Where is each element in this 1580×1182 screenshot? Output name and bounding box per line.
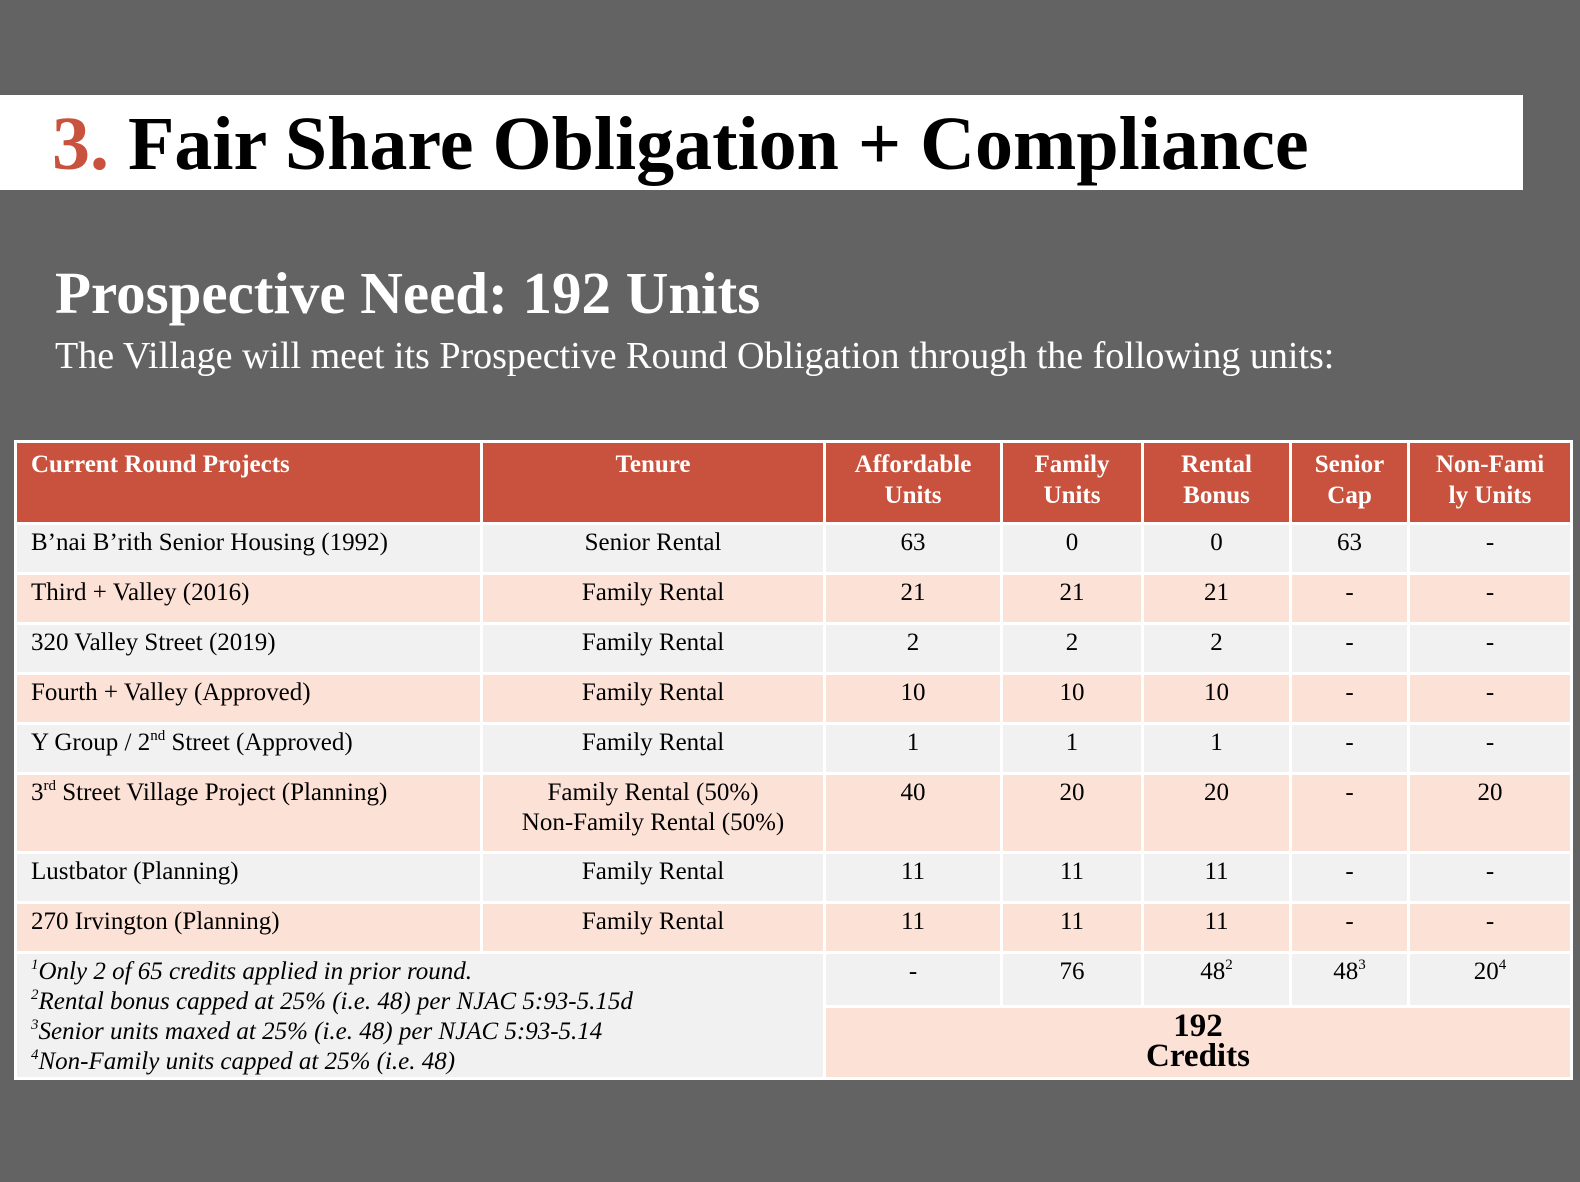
cell-family: 11 bbox=[1000, 901, 1144, 954]
cell-rental: 0 bbox=[1141, 522, 1292, 575]
total-family: 76 bbox=[1000, 950, 1144, 1009]
cell-nonfamily: - bbox=[1407, 851, 1573, 904]
footnotes: 1Only 2 of 65 credits applied in prior r… bbox=[14, 951, 826, 1080]
cell-tenure: Family Rental (50%) Non-Family Rental (50… bbox=[480, 772, 826, 854]
cell-senior: 63 bbox=[1289, 522, 1410, 575]
header-projects: Current Round Projects bbox=[14, 440, 483, 525]
cell-tenure: Family Rental bbox=[480, 622, 826, 675]
cell-family: 0 bbox=[1000, 522, 1144, 575]
footnote: 4Non-Family units capped at 25% (i.e. 48… bbox=[31, 1047, 456, 1076]
cell-rental: 11 bbox=[1141, 901, 1292, 954]
cell-tenure: Family Rental bbox=[480, 572, 826, 625]
cell-tenure: Family Rental bbox=[480, 901, 826, 954]
section-heading: Prospective Need: 192 Units bbox=[55, 260, 761, 326]
cell-senior: - bbox=[1289, 851, 1410, 904]
cell-rental: 2 bbox=[1141, 622, 1292, 675]
cell-project: Y Group / 2nd Street (Approved) bbox=[14, 722, 483, 775]
cell-affordable: 10 bbox=[823, 672, 1003, 725]
total-senior: 483 bbox=[1289, 950, 1410, 1009]
table-row: 3rd Street Village Project (Planning) Fa… bbox=[14, 772, 1573, 854]
cell-senior: - bbox=[1289, 622, 1410, 675]
cell-senior: - bbox=[1289, 722, 1410, 775]
cell-tenure: Family Rental bbox=[480, 672, 826, 725]
slide-title: 3. Fair Share Obligation + Compliance bbox=[52, 100, 1309, 188]
table-row: B’nai B’rith Senior Housing (1992) Senio… bbox=[14, 522, 1573, 575]
cell-nonfamily: - bbox=[1407, 722, 1573, 775]
cell-project: Fourth + Valley (Approved) bbox=[14, 672, 483, 725]
cell-rental: 10 bbox=[1141, 672, 1292, 725]
totals-row: 1Only 2 of 65 credits applied in prior r… bbox=[14, 950, 1573, 1080]
cell-affordable: 21 bbox=[823, 572, 1003, 625]
cell-senior: - bbox=[1289, 672, 1410, 725]
header-row: Current Round Projects Tenure Affordable… bbox=[14, 440, 1573, 525]
cell-nonfamily: 20 bbox=[1407, 772, 1573, 854]
total-affordable: - bbox=[823, 950, 1003, 1009]
cell-project: 270 Irvington (Planning) bbox=[14, 901, 483, 954]
cell-family: 11 bbox=[1000, 851, 1144, 904]
cell-affordable: 1 bbox=[823, 722, 1003, 775]
footnote: 3Senior units maxed at 25% (i.e. 48) per… bbox=[31, 1017, 603, 1046]
table-row: Fourth + Valley (Approved) Family Rental… bbox=[14, 672, 1573, 725]
cell-nonfamily: - bbox=[1407, 622, 1573, 675]
cell-nonfamily: - bbox=[1407, 672, 1573, 725]
table-row: 270 Irvington (Planning) Family Rental 1… bbox=[14, 901, 1573, 954]
cell-project: Lustbator (Planning) bbox=[14, 851, 483, 904]
cell-senior: - bbox=[1289, 772, 1410, 854]
cell-family: 1 bbox=[1000, 722, 1144, 775]
cell-project: Third + Valley (2016) bbox=[14, 572, 483, 625]
header-rental: Rental Bonus bbox=[1141, 440, 1292, 525]
credits-row: 192 Credits bbox=[16, 1005, 1573, 1080]
credits-total: 192 Credits bbox=[823, 1005, 1573, 1080]
cell-nonfamily: - bbox=[1407, 901, 1573, 954]
cell-tenure: Family Rental bbox=[480, 851, 826, 904]
table-row: Lustbator (Planning) Family Rental 11 11… bbox=[14, 851, 1573, 904]
cell-project: B’nai B’rith Senior Housing (1992) bbox=[14, 522, 483, 575]
obligation-table: Current Round Projects Tenure Affordable… bbox=[14, 440, 1573, 1080]
total-rental: 482 bbox=[1141, 950, 1292, 1009]
cell-nonfamily: - bbox=[1407, 572, 1573, 625]
title-text: Fair Share Obligation + Compliance bbox=[128, 102, 1309, 186]
title-bar bbox=[0, 95, 1523, 190]
footnote: 1Only 2 of 65 credits applied in prior r… bbox=[31, 957, 473, 986]
cell-affordable: 11 bbox=[823, 851, 1003, 904]
cell-family: 10 bbox=[1000, 672, 1144, 725]
total-nonfamily: 204 bbox=[1407, 950, 1573, 1009]
cell-affordable: 40 bbox=[823, 772, 1003, 854]
cell-rental: 20 bbox=[1141, 772, 1292, 854]
cell-project: 3rd Street Village Project (Planning) bbox=[14, 772, 483, 854]
footnote: 2Rental bonus capped at 25% (i.e. 48) pe… bbox=[31, 987, 633, 1016]
header-affordable: Affordable Units bbox=[823, 440, 1003, 525]
section-subheading: The Village will meet its Prospective Ro… bbox=[55, 335, 1335, 377]
header-senior: Senior Cap bbox=[1289, 440, 1410, 525]
credits-value: 192 bbox=[1173, 1008, 1223, 1045]
cell-nonfamily: - bbox=[1407, 522, 1573, 575]
cell-family: 21 bbox=[1000, 572, 1144, 625]
cell-affordable: 63 bbox=[823, 522, 1003, 575]
cell-senior: - bbox=[1289, 572, 1410, 625]
title-number: 3. bbox=[52, 102, 109, 186]
table-row: Y Group / 2nd Street (Approved) Family R… bbox=[14, 722, 1573, 775]
cell-rental: 1 bbox=[1141, 722, 1292, 775]
cell-rental: 11 bbox=[1141, 851, 1292, 904]
cell-senior: - bbox=[1289, 901, 1410, 954]
table-row: Third + Valley (2016) Family Rental 21 2… bbox=[14, 572, 1573, 625]
cell-affordable: 2 bbox=[823, 622, 1003, 675]
cell-family: 2 bbox=[1000, 622, 1144, 675]
header-family: Family Units bbox=[1000, 440, 1144, 525]
table-row: 320 Valley Street (2019) Family Rental 2… bbox=[14, 622, 1573, 675]
cell-tenure: Family Rental bbox=[480, 722, 826, 775]
cell-project: 320 Valley Street (2019) bbox=[14, 622, 483, 675]
cell-family: 20 bbox=[1000, 772, 1144, 854]
header-nonfamily: Non-Fami ly Units bbox=[1407, 440, 1573, 525]
cell-tenure: Senior Rental bbox=[480, 522, 826, 575]
cell-affordable: 11 bbox=[823, 901, 1003, 954]
header-tenure: Tenure bbox=[480, 440, 826, 525]
cell-rental: 21 bbox=[1141, 572, 1292, 625]
credits-label: Credits bbox=[1146, 1038, 1250, 1075]
